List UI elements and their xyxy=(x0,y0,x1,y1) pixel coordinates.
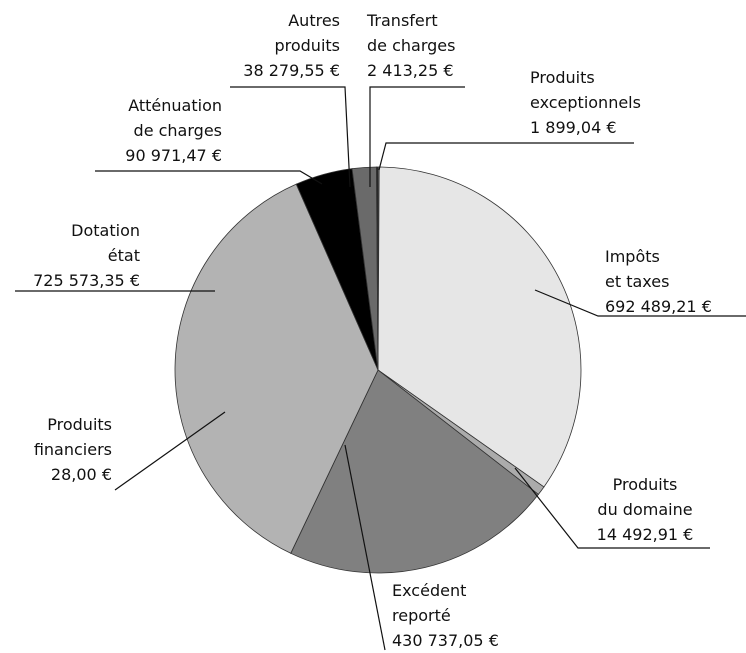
pie-slice xyxy=(377,166,582,488)
pie-slice xyxy=(174,183,379,554)
value-label: 28,00 € xyxy=(50,465,112,484)
slice-label: Impôts et taxes 692 489,21 € xyxy=(605,244,712,319)
slice-label: Produits du domaine 14 492,91 € xyxy=(580,472,710,547)
category-label: Impôts et taxes xyxy=(605,247,670,291)
category-label: Atténuation de charges xyxy=(128,96,222,140)
pie-slice xyxy=(376,166,379,371)
value-label: 38 279,55 € xyxy=(243,61,340,80)
slice-label: Autres produits 38 279,55 € xyxy=(200,8,340,83)
leader-line xyxy=(344,444,386,651)
category-label: Transfert de charges xyxy=(367,11,456,55)
leader-line xyxy=(534,289,746,317)
pie-slice xyxy=(290,369,539,574)
slice-label: Dotation état 725 573,35 € xyxy=(0,218,140,293)
slice-label: Produits exceptionnels 1 899,04 € xyxy=(530,65,641,140)
leader-line xyxy=(230,86,351,188)
slice-label: Transfert de charges 2 413,25 € xyxy=(367,8,455,83)
leader-line xyxy=(95,170,323,185)
value-label: 430 737,05 € xyxy=(392,631,499,650)
value-label: 1 899,04 € xyxy=(530,118,617,137)
leader-line xyxy=(369,86,465,187)
category-label: Autres produits xyxy=(274,11,340,55)
category-label: Produits exceptionnels xyxy=(530,68,641,112)
leader-line xyxy=(114,411,226,491)
value-label: 2 413,25 € xyxy=(367,61,454,80)
category-label: Produits financiers xyxy=(33,415,112,459)
category-label: Excédent reporté xyxy=(392,581,467,625)
slice-label: Atténuation de charges 90 971,47 € xyxy=(60,93,222,168)
value-label: 692 489,21 € xyxy=(605,297,712,316)
leader-line xyxy=(514,467,710,549)
leader-line xyxy=(378,142,634,171)
value-label: 90 971,47 € xyxy=(125,146,222,165)
slice-label: Produits financiers 28,00 € xyxy=(0,412,112,487)
category-label: Produits du domaine xyxy=(597,475,693,519)
value-label: 14 492,91 € xyxy=(596,525,694,544)
category-label: Dotation état xyxy=(71,221,140,265)
slice-label: Excédent reporté 430 737,05 € xyxy=(392,578,499,653)
value-label: 725 573,35 € xyxy=(33,271,140,290)
